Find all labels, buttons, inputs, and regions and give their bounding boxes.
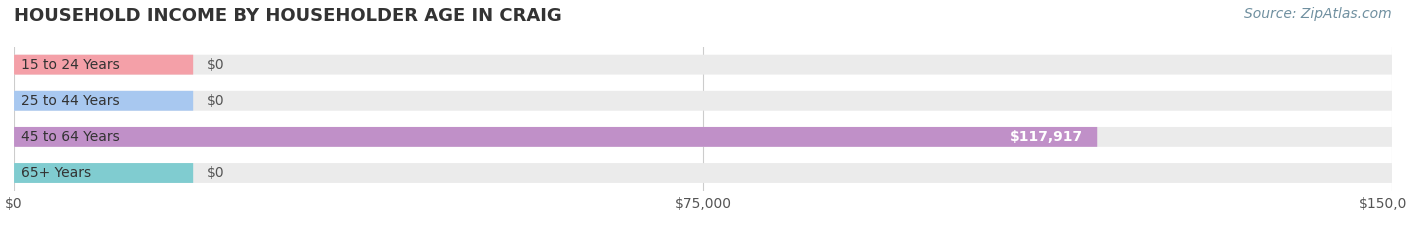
Text: 15 to 24 Years: 15 to 24 Years [21,58,120,72]
Text: $0: $0 [207,166,225,180]
Text: 45 to 64 Years: 45 to 64 Years [21,130,120,144]
FancyBboxPatch shape [14,163,1392,183]
FancyBboxPatch shape [14,91,193,111]
FancyBboxPatch shape [14,55,1392,75]
Text: Source: ZipAtlas.com: Source: ZipAtlas.com [1244,7,1392,21]
Text: $0: $0 [207,94,225,108]
Text: $0: $0 [207,58,225,72]
Text: 65+ Years: 65+ Years [21,166,91,180]
FancyBboxPatch shape [14,55,193,75]
Text: $117,917: $117,917 [1011,130,1084,144]
FancyBboxPatch shape [14,91,1392,111]
FancyBboxPatch shape [14,127,1097,147]
Text: 25 to 44 Years: 25 to 44 Years [21,94,120,108]
FancyBboxPatch shape [14,163,193,183]
FancyBboxPatch shape [14,127,1392,147]
Text: HOUSEHOLD INCOME BY HOUSEHOLDER AGE IN CRAIG: HOUSEHOLD INCOME BY HOUSEHOLDER AGE IN C… [14,7,562,25]
